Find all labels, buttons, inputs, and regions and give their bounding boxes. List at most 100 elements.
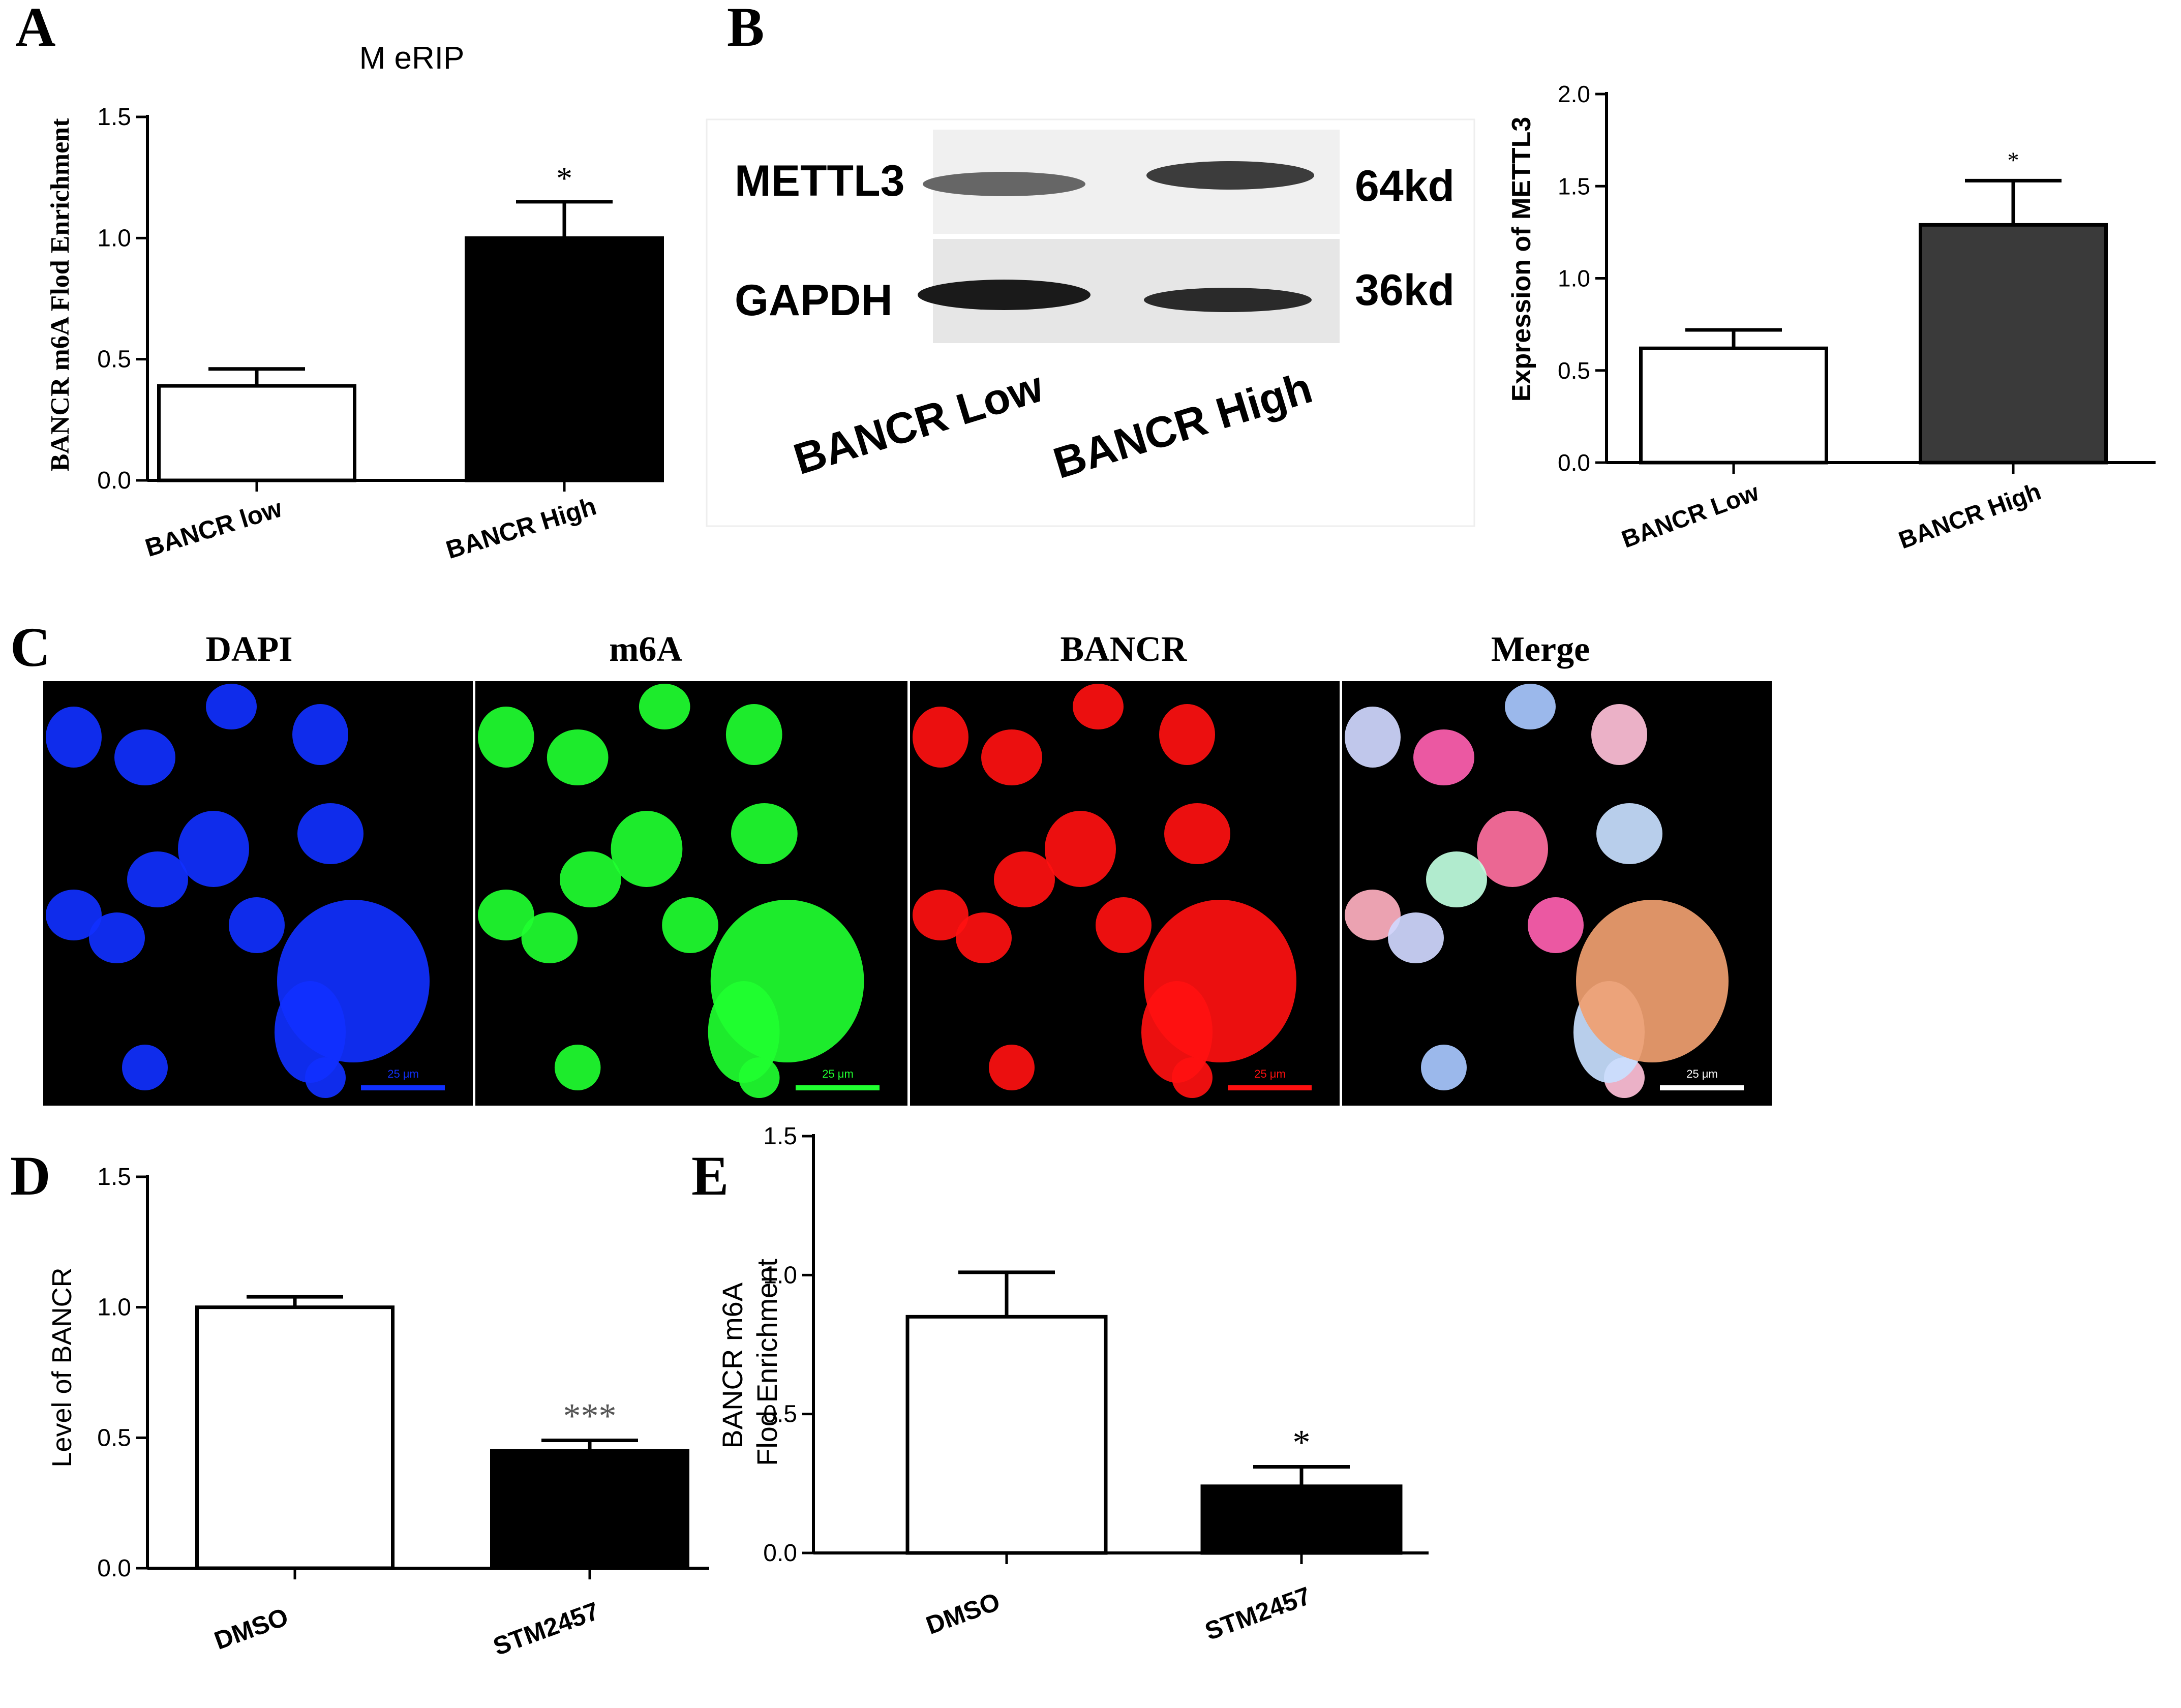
chart-d-ytick-label: 1.0: [97, 1294, 131, 1321]
nucleus: [292, 704, 348, 765]
nucleus: [547, 729, 609, 785]
nucleus: [1413, 729, 1474, 785]
blot-label-gapdh: GAPDH: [735, 276, 893, 325]
nucleus: [1505, 684, 1556, 729]
micro-image-merge: [1342, 681, 1772, 1106]
chart-d-bar: [490, 1449, 689, 1570]
scale-bar-label: 25 μm: [387, 1068, 419, 1080]
nucleus: [559, 851, 621, 907]
nucleus: [229, 897, 285, 953]
nucleus: [46, 707, 102, 768]
band-gapdh-low: [918, 280, 1090, 310]
micro-images: 25 μm 25 μm 25 μm 25 μm: [43, 681, 1772, 1106]
nucleus: [1144, 900, 1296, 1062]
nucleus: [297, 803, 363, 864]
chart-e-ytick-label: 1.5: [763, 1123, 797, 1150]
band-mettl3-low: [923, 172, 1085, 196]
nucleus: [662, 897, 718, 953]
nucleus: [1345, 890, 1401, 940]
scale-bar-label: 25 μm: [1686, 1068, 1718, 1080]
nucleus: [639, 684, 690, 729]
chart-b-bar: [1919, 223, 2108, 465]
chart-b-ytick-label: 1.0: [1558, 265, 1590, 292]
chart-b-ylabel: Expression of METTL3: [1507, 117, 1536, 402]
chart-e-ylabel-line2: Flod Enrichment: [751, 1259, 783, 1466]
nucleus: [1096, 897, 1152, 953]
panel-letter-d: D: [10, 1145, 50, 1207]
chart-a-ylabel: BANCR m6A Flod Enrichment: [46, 118, 75, 471]
nucleus: [1421, 1045, 1467, 1090]
nucleus: [127, 851, 188, 907]
nucleus: [478, 890, 534, 940]
nucleus: [114, 729, 175, 785]
blot-size-mettl3: 64kd: [1355, 162, 1455, 210]
nucleus: [1528, 897, 1584, 953]
scale-bar-label: 25 μm: [822, 1068, 854, 1080]
chart-e-bar: [1200, 1484, 1403, 1555]
nucleus: [994, 851, 1055, 907]
nucleus: [554, 1045, 601, 1090]
scale-bar-label: 25 μm: [1254, 1068, 1286, 1080]
nucleus: [725, 704, 782, 765]
nucleus: [731, 803, 798, 864]
chart-d-ytick-label: 0.5: [97, 1424, 131, 1451]
nucleus: [989, 1045, 1035, 1090]
band-mettl3-high: [1146, 161, 1314, 190]
nucleus: [956, 912, 1012, 963]
nucleus: [1591, 704, 1647, 765]
chart-b-bar: [1639, 346, 1828, 465]
panel-letter-c: C: [10, 616, 50, 678]
nucleus: [1164, 803, 1230, 864]
micro-image-dapi: [43, 681, 473, 1106]
chart-b-ytick-label: 0.0: [1558, 449, 1590, 476]
chart-a-title: M eRIP: [359, 41, 465, 76]
nucleus: [122, 1045, 168, 1090]
nucleus: [277, 900, 430, 1062]
nucleus: [1426, 851, 1487, 907]
nucleus: [710, 900, 864, 1062]
band-gapdh-high: [1144, 288, 1312, 312]
chart-d-significance: ***: [563, 1396, 617, 1436]
nucleus: [1345, 707, 1401, 768]
nucleus: [478, 707, 534, 768]
chart-a-ytick-label: 1.0: [97, 225, 131, 252]
chart-b-ytick-label: 1.5: [1558, 173, 1590, 199]
chart-e-ytick-label: 0.5: [763, 1401, 797, 1428]
chart-e-ylabel: BANCR m6A Flod Enrichment: [716, 1259, 783, 1466]
channel-label-m6a: m6A: [609, 630, 682, 669]
nucleus: [611, 811, 683, 887]
nucleus: [981, 729, 1042, 785]
chart-e-ytick-label: 1.0: [763, 1262, 797, 1289]
channel-label-bancr: BANCR: [1061, 630, 1188, 669]
nucleus: [1159, 704, 1215, 765]
nucleus: [46, 890, 102, 940]
panel-letter-b: B: [727, 0, 764, 58]
chart-d-bar: [195, 1305, 395, 1570]
micro-image-bancr: [910, 681, 1340, 1106]
nucleus: [913, 707, 968, 768]
chart-a-significance: *: [556, 160, 572, 196]
chart-e-bar: [905, 1315, 1108, 1555]
chart-a-ytick-label: 0.0: [97, 467, 131, 494]
nucleus: [1477, 811, 1548, 887]
chart-d-ytick-label: 0.0: [97, 1555, 131, 1582]
nucleus: [178, 811, 249, 887]
nucleus: [89, 912, 145, 963]
chart-a-bar: [465, 236, 664, 482]
chart-b-significance: *: [2008, 147, 2019, 173]
chart-b-ytick-label: 2.0: [1558, 81, 1590, 107]
blot-size-gapdh: 36kd: [1355, 266, 1455, 315]
nucleus: [1045, 811, 1116, 887]
panel-letter-e: E: [691, 1145, 729, 1207]
chart-a-ytick-label: 0.5: [97, 346, 131, 373]
chart-e-ylabel-line1: BANCR m6A: [716, 1282, 748, 1448]
blot-label-mettl3: METTL3: [735, 157, 904, 205]
nucleus: [1388, 912, 1444, 963]
nucleus: [1073, 684, 1124, 729]
panel-letter-a: A: [15, 0, 55, 58]
chart-e-significance: *: [1293, 1423, 1311, 1462]
nucleus: [1596, 803, 1662, 864]
channel-label-merge: Merge: [1491, 630, 1590, 669]
chart-d-ylabel: Level of BANCR: [47, 1267, 77, 1467]
